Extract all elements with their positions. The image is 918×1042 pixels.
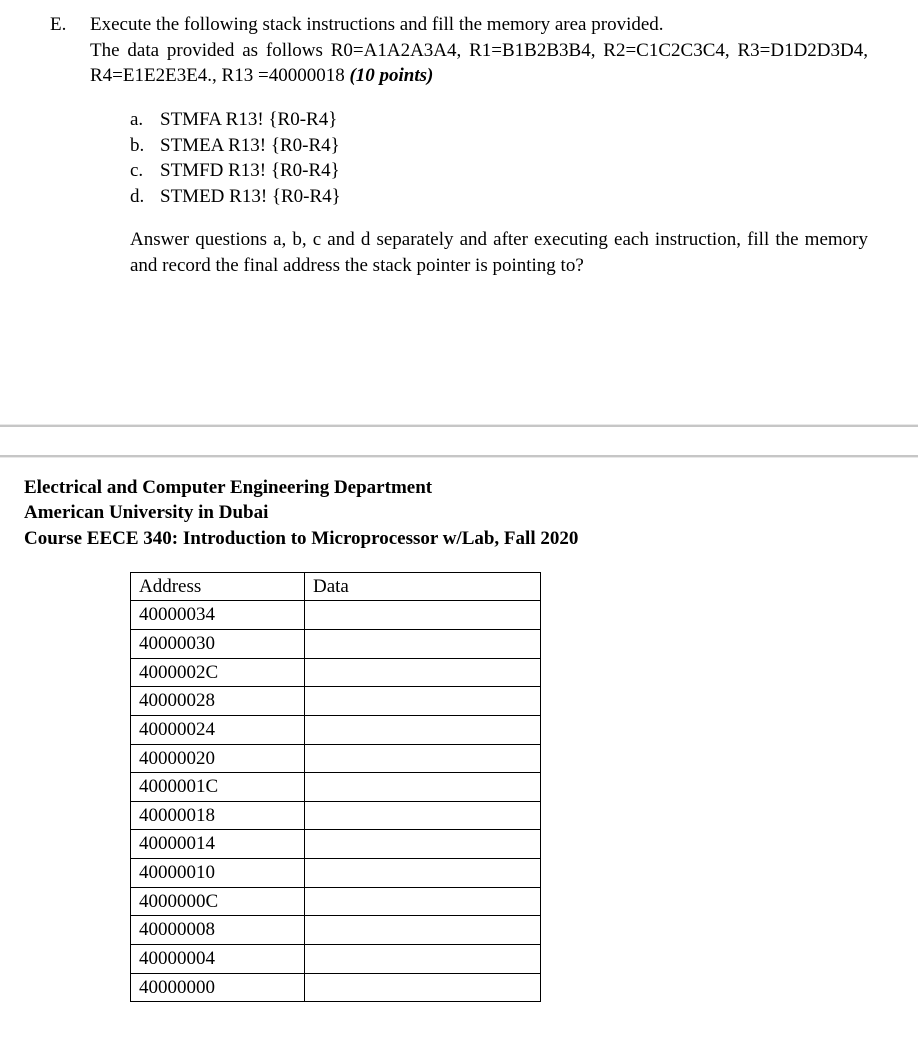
table-row: 4000002C xyxy=(131,658,541,687)
cell-data xyxy=(305,801,541,830)
cell-data xyxy=(305,859,541,888)
table-row: 4000001C xyxy=(131,773,541,802)
question-row: E. Execute the following stack instructi… xyxy=(50,12,868,279)
table-row: 40000000 xyxy=(131,973,541,1002)
table-row: 40000008 xyxy=(131,916,541,945)
table-row: 40000004 xyxy=(131,945,541,974)
memory-table: Address Data 40000034 40000030 4000002C … xyxy=(130,572,541,1003)
table-row: 4000000C xyxy=(131,887,541,916)
cell-data xyxy=(305,916,541,945)
cell-address: 40000000 xyxy=(131,973,305,1002)
cell-address: 40000034 xyxy=(131,601,305,630)
lower-page: Electrical and Computer Engineering Depa… xyxy=(0,463,918,1023)
table-row: 40000028 xyxy=(131,687,541,716)
cell-address: 4000001C xyxy=(131,773,305,802)
cell-data xyxy=(305,945,541,974)
cell-data xyxy=(305,973,541,1002)
sub-letter: d. xyxy=(130,184,160,210)
cell-address: 4000000C xyxy=(131,887,305,916)
sub-item-b: b. STMEA R13! {R0-R4} xyxy=(130,133,868,159)
sub-item-a: a. STMFA R13! {R0-R4} xyxy=(130,107,868,133)
table-row: 40000020 xyxy=(131,744,541,773)
sub-text: STMED R13! {R0-R4} xyxy=(160,184,341,210)
cell-data xyxy=(305,687,541,716)
cell-data xyxy=(305,830,541,859)
intro-line2: The data provided as follows R0=A1A2A3A4… xyxy=(90,40,868,87)
cell-data xyxy=(305,629,541,658)
cell-data xyxy=(305,601,541,630)
intro-line1: Execute the following stack instructions… xyxy=(90,14,664,35)
col-header-data: Data xyxy=(305,572,541,601)
sub-item-d: d. STMED R13! {R0-R4} xyxy=(130,184,868,210)
cell-address: 40000014 xyxy=(131,830,305,859)
cell-address: 40000020 xyxy=(131,744,305,773)
cell-data xyxy=(305,773,541,802)
sub-letter: a. xyxy=(130,107,160,133)
cell-data xyxy=(305,744,541,773)
sub-text: STMFD R13! {R0-R4} xyxy=(160,158,340,184)
question-letter: E. xyxy=(50,12,90,279)
cell-address: 40000008 xyxy=(131,916,305,945)
cell-address: 40000030 xyxy=(131,629,305,658)
sub-text: STMFA R13! {R0-R4} xyxy=(160,107,337,133)
table-row: 40000010 xyxy=(131,859,541,888)
page-divider xyxy=(0,419,918,463)
cell-address: 40000024 xyxy=(131,715,305,744)
cell-address: 40000028 xyxy=(131,687,305,716)
cell-data xyxy=(305,887,541,916)
table-header-row: Address Data xyxy=(131,572,541,601)
question-body: Execute the following stack instructions… xyxy=(90,12,868,279)
table-row: 40000030 xyxy=(131,629,541,658)
sub-item-c: c. STMFD R13! {R0-R4} xyxy=(130,158,868,184)
header-line1: Electrical and Computer Engineering Depa… xyxy=(24,475,868,501)
sub-letter: b. xyxy=(130,133,160,159)
sub-list: a. STMFA R13! {R0-R4} b. STMEA R13! {R0-… xyxy=(130,107,868,210)
table-row: 40000018 xyxy=(131,801,541,830)
sub-text: STMEA R13! {R0-R4} xyxy=(160,133,340,159)
divider-bar-top xyxy=(0,425,918,427)
cell-data xyxy=(305,658,541,687)
header-line2: American University in Dubai xyxy=(24,500,868,526)
points-text: (10 points) xyxy=(349,65,433,86)
col-header-address: Address xyxy=(131,572,305,601)
followup-text: Answer questions a, b, c and d separatel… xyxy=(130,227,868,278)
question-section: E. Execute the following stack instructi… xyxy=(0,0,918,299)
sub-letter: c. xyxy=(130,158,160,184)
divider-bar-bottom xyxy=(0,455,918,457)
cell-address: 40000010 xyxy=(131,859,305,888)
cell-address: 40000004 xyxy=(131,945,305,974)
cell-address: 4000002C xyxy=(131,658,305,687)
table-row: 40000024 xyxy=(131,715,541,744)
cell-address: 40000018 xyxy=(131,801,305,830)
table-row: 40000034 xyxy=(131,601,541,630)
dept-header: Electrical and Computer Engineering Depa… xyxy=(24,475,868,552)
table-row: 40000014 xyxy=(131,830,541,859)
cell-data xyxy=(305,715,541,744)
header-line3: Course EECE 340: Introduction to Micropr… xyxy=(24,526,868,552)
